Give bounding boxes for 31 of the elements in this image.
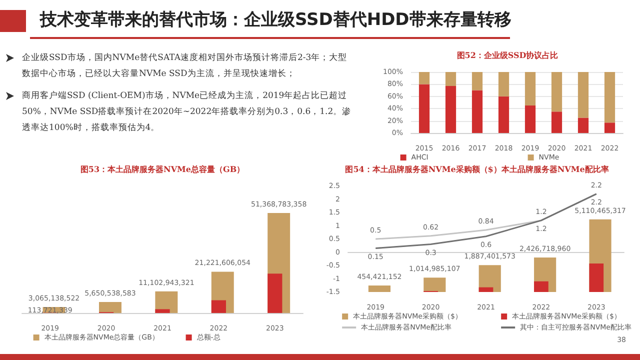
bar: [418, 72, 430, 84]
bar: [472, 90, 483, 133]
bar: [524, 72, 536, 106]
bar: [551, 72, 562, 112]
bar: [578, 118, 589, 133]
text: 商用客户端SSD (Client-OEM)市场，NVMe已经成为主流，2019年起占比已超过50%，NVMe SSD搭载率预计在2020年~2022年搭载率分别为0.3，0.6，1.2。渗透率达100%时，搭载率预估为4。: [22, 90, 352, 135]
chart-title: 图53：本土品牌服务器NVMe总容量（GB）: [80, 164, 245, 174]
chart-title: 图52：企业级SSD协议占比: [456, 50, 558, 60]
text: 技术变革带来的替代市场：企业级SSD替代HDD带来存量转移: [40, 9, 512, 31]
bar: [445, 86, 456, 133]
bar: [589, 263, 604, 292]
bar: [478, 287, 494, 292]
bar: [268, 274, 282, 313]
bar: [578, 72, 589, 118]
bar: [155, 309, 170, 313]
bar: [604, 122, 616, 133]
bar: [498, 96, 510, 133]
bar: [98, 302, 122, 313]
bar: [498, 72, 510, 96]
bar: [418, 84, 430, 133]
chart-title: 图54：本土品牌服务器NVMe采购额（$）本土品牌服务器NVMe配比率: [345, 164, 609, 174]
bar: [211, 300, 226, 313]
bar: [368, 286, 391, 292]
bar: [604, 72, 616, 123]
bar: [524, 106, 536, 133]
bar: [551, 112, 562, 133]
text: 企业级SSD市场，国内NVMe替代SATA速度相对国外市场预计将滞后2-3年；大型数据中心市场，已经以大容量NVMe SSD为主流，并呈现快速增长；: [22, 52, 348, 81]
bar: [445, 72, 456, 86]
bar: [472, 72, 483, 90]
bar: [534, 281, 548, 292]
bar: [424, 278, 446, 292]
